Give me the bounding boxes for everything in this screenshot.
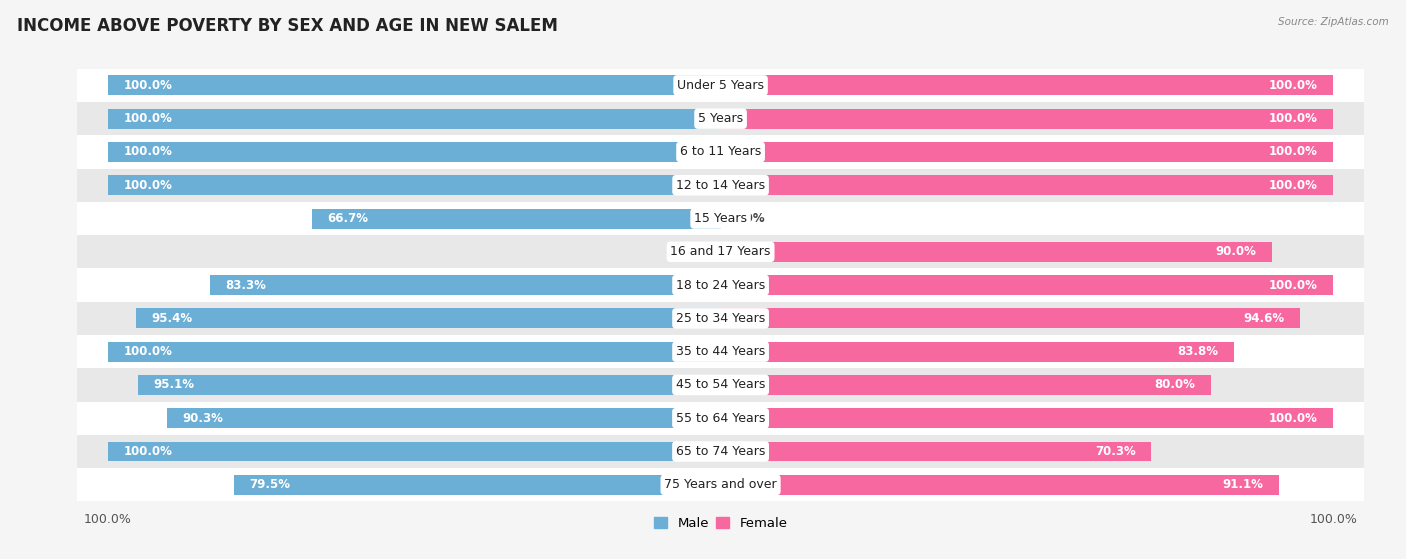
Bar <box>77 69 1364 102</box>
Bar <box>77 202 1364 235</box>
Text: Source: ZipAtlas.com: Source: ZipAtlas.com <box>1278 17 1389 27</box>
Text: 91.1%: 91.1% <box>1222 479 1264 491</box>
Text: 55 to 64 Years: 55 to 64 Years <box>676 412 765 425</box>
Text: 100.0%: 100.0% <box>124 179 172 192</box>
Bar <box>721 275 1333 295</box>
Text: 6 to 11 Years: 6 to 11 Years <box>681 145 761 158</box>
Text: 100.0%: 100.0% <box>1270 145 1317 158</box>
Bar <box>233 475 721 495</box>
Bar <box>721 408 1333 428</box>
Bar <box>312 209 721 229</box>
Text: 5 Years: 5 Years <box>697 112 744 125</box>
Text: 75 Years and over: 75 Years and over <box>664 479 778 491</box>
Text: 95.1%: 95.1% <box>153 378 194 391</box>
Bar <box>77 435 1364 468</box>
Bar <box>108 342 721 362</box>
Bar <box>108 142 721 162</box>
Text: 100.0%: 100.0% <box>1270 412 1317 425</box>
Text: 79.5%: 79.5% <box>249 479 290 491</box>
Bar <box>136 309 721 328</box>
Text: 90.3%: 90.3% <box>183 412 224 425</box>
Bar <box>77 268 1364 302</box>
Text: 16 and 17 Years: 16 and 17 Years <box>671 245 770 258</box>
Bar <box>77 468 1364 501</box>
Bar <box>721 108 1333 129</box>
Text: 65 to 74 Years: 65 to 74 Years <box>676 445 765 458</box>
Text: 100.0%: 100.0% <box>124 79 172 92</box>
Legend: Male, Female: Male, Female <box>648 512 793 536</box>
Text: 0.0%: 0.0% <box>676 245 709 258</box>
Text: 90.0%: 90.0% <box>1216 245 1257 258</box>
Bar <box>721 442 1152 462</box>
Text: 83.3%: 83.3% <box>225 278 267 292</box>
Bar <box>721 342 1234 362</box>
Bar <box>721 142 1333 162</box>
Bar <box>108 176 721 195</box>
Text: 80.0%: 80.0% <box>1154 378 1195 391</box>
Bar <box>167 408 721 428</box>
Text: 18 to 24 Years: 18 to 24 Years <box>676 278 765 292</box>
Text: 66.7%: 66.7% <box>328 212 368 225</box>
Bar <box>108 442 721 462</box>
Text: 100.0%: 100.0% <box>124 445 172 458</box>
Text: 25 to 34 Years: 25 to 34 Years <box>676 312 765 325</box>
Text: INCOME ABOVE POVERTY BY SEX AND AGE IN NEW SALEM: INCOME ABOVE POVERTY BY SEX AND AGE IN N… <box>17 17 558 35</box>
Text: 12 to 14 Years: 12 to 14 Years <box>676 179 765 192</box>
Text: 83.8%: 83.8% <box>1178 345 1219 358</box>
Text: Under 5 Years: Under 5 Years <box>678 79 763 92</box>
Text: 100.0%: 100.0% <box>124 345 172 358</box>
Bar <box>721 242 1272 262</box>
Bar <box>108 75 721 96</box>
Bar <box>77 302 1364 335</box>
Text: 35 to 44 Years: 35 to 44 Years <box>676 345 765 358</box>
Text: 100.0%: 100.0% <box>1270 278 1317 292</box>
Text: 100.0%: 100.0% <box>1270 179 1317 192</box>
Text: 94.6%: 94.6% <box>1244 312 1285 325</box>
Bar <box>77 335 1364 368</box>
Text: 0.0%: 0.0% <box>733 212 765 225</box>
Bar <box>721 309 1301 328</box>
Text: 45 to 54 Years: 45 to 54 Years <box>676 378 765 391</box>
Text: 100.0%: 100.0% <box>1270 79 1317 92</box>
Bar <box>77 102 1364 135</box>
Text: 15 Years: 15 Years <box>695 212 747 225</box>
Text: 100.0%: 100.0% <box>1270 112 1317 125</box>
Bar <box>721 75 1333 96</box>
Bar <box>77 135 1364 169</box>
Bar <box>721 176 1333 195</box>
Bar <box>138 375 721 395</box>
Text: 100.0%: 100.0% <box>124 145 172 158</box>
Bar <box>211 275 721 295</box>
Bar <box>77 401 1364 435</box>
Text: 95.4%: 95.4% <box>152 312 193 325</box>
Bar <box>721 475 1278 495</box>
Bar <box>721 375 1211 395</box>
Bar <box>108 108 721 129</box>
Bar <box>77 368 1364 401</box>
Text: 100.0%: 100.0% <box>124 112 172 125</box>
Bar <box>77 235 1364 268</box>
Text: 70.3%: 70.3% <box>1095 445 1136 458</box>
Bar <box>77 169 1364 202</box>
